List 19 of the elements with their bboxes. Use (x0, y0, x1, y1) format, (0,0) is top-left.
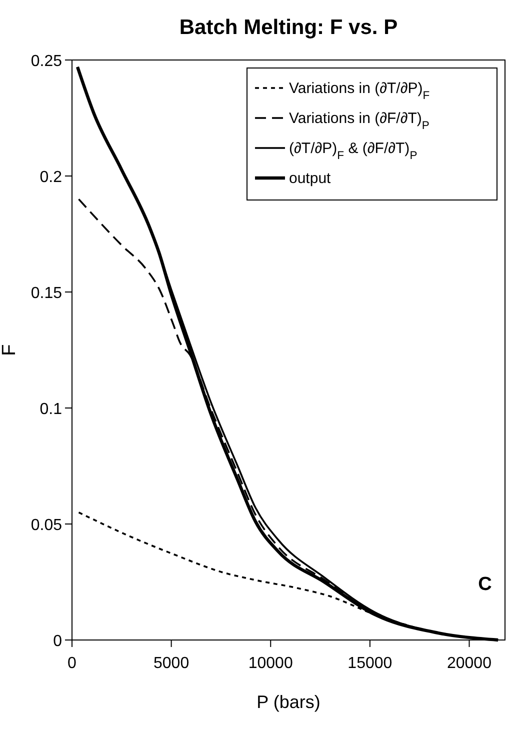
x-tick-label: 15000 (348, 655, 392, 672)
chart-title: Batch Melting: F vs. P (179, 16, 398, 39)
x-tick-label: 10000 (248, 655, 293, 672)
x-tick-label: 5000 (154, 655, 190, 672)
x-axis-title: P (bars) (256, 692, 320, 712)
y-tick-label: 0.15 (30, 285, 62, 302)
legend-label: Variations in (∂F/∂T)$_{P}$ (289, 110, 430, 132)
y-tick-label: 0.25 (30, 53, 62, 70)
x-tick-label: 0 (68, 655, 77, 672)
x-tick-label: 20000 (447, 655, 492, 672)
y-axis-title: F (0, 344, 20, 356)
y-tick-label: 0 (53, 633, 62, 650)
legend-label: output (289, 170, 332, 187)
y-tick-label: 0.1 (40, 401, 62, 418)
y-tick-label: 0.05 (30, 517, 62, 534)
legend-label: (∂T/∂P)$_{F}$ & (∂F/∂T)$_{P}$ (289, 140, 418, 162)
annotation: C (478, 574, 492, 595)
legend-label: Variations in (∂T/∂P)$_{F}$ (289, 80, 430, 102)
y-tick-label: 0.2 (40, 169, 62, 186)
